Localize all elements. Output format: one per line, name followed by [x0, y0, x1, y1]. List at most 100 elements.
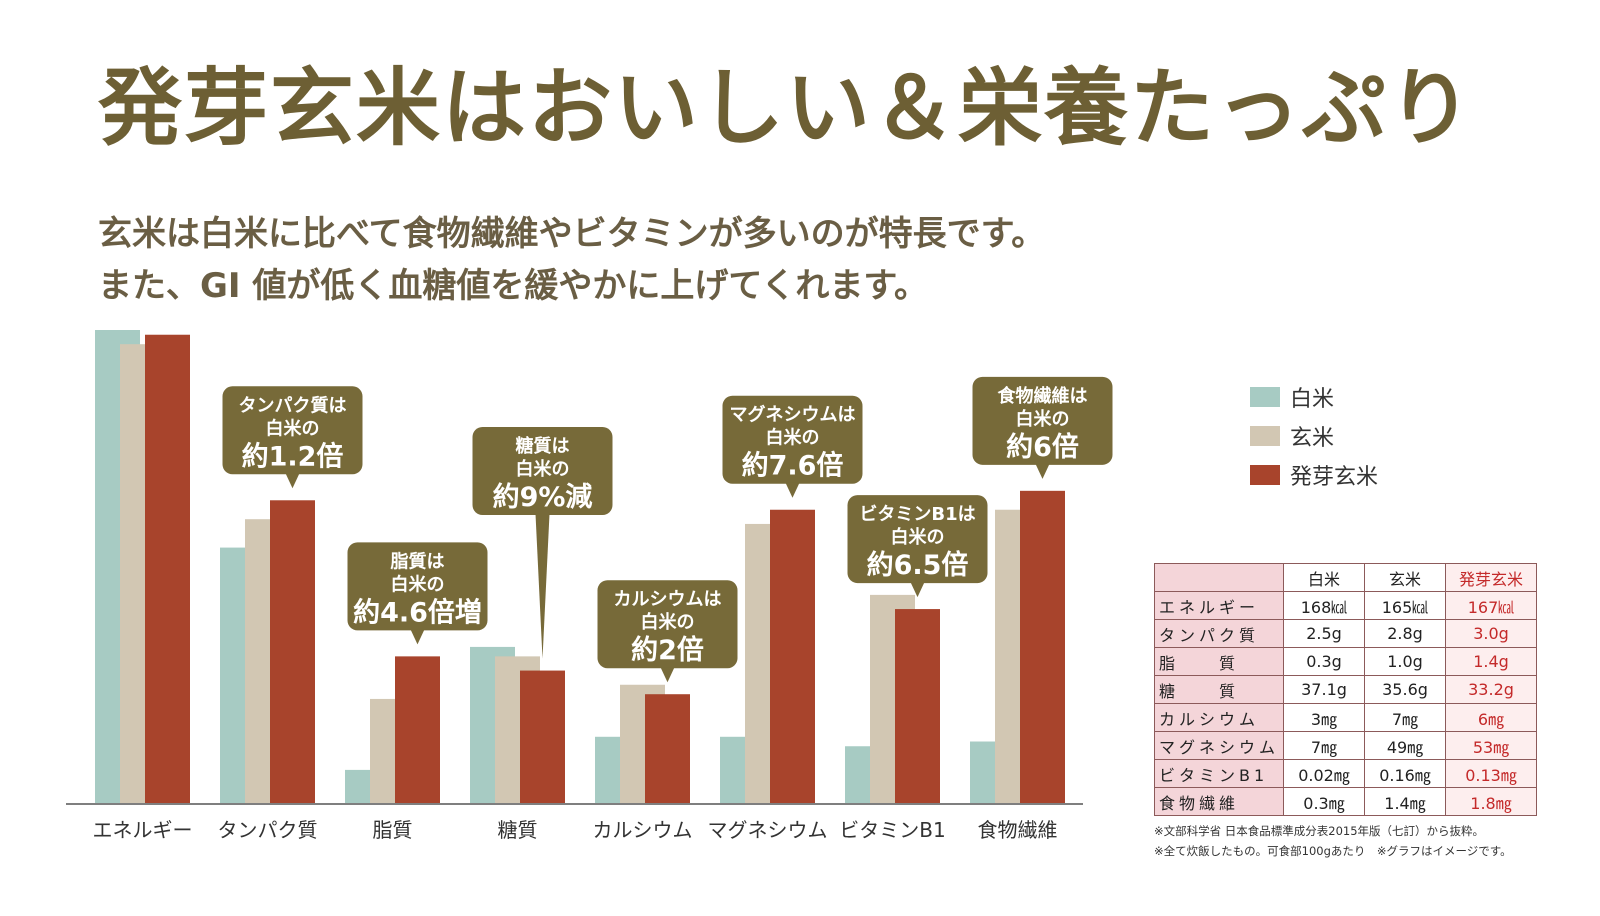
table-cell: 37.1g — [1283, 675, 1366, 704]
table-cell: 7㎎ — [1283, 731, 1366, 760]
table-row-header: 脂 質 — [1153, 647, 1285, 676]
callout-pointer — [910, 582, 925, 598]
callout-label: マグネシウムは — [730, 404, 856, 426]
callout-pointer — [1035, 463, 1050, 479]
source-note: ※文部科学省 日本食品標準成分表2015年版（七訂）から抜粋。 — [1154, 824, 1485, 838]
legend: 白米 玄米 発芽玄米 — [1250, 377, 1378, 494]
callout-label: 白米の — [891, 526, 945, 548]
callout-label: 糖質は — [516, 435, 570, 457]
callout-label: 脂質は — [391, 550, 445, 572]
bar-germinated — [520, 670, 565, 803]
legend-swatch — [1250, 425, 1280, 446]
x-tick-label: 糖質 — [498, 818, 538, 842]
page-title: 発芽玄米はおいしい＆栄養たっぷり — [98, 59, 1475, 157]
callout-value: 約1.2倍 — [242, 440, 344, 472]
table-row: 脂 質 0.3g 1.0g 1.4g — [1153, 647, 1538, 676]
legend-label: 白米 — [1290, 386, 1335, 412]
callout-box — [597, 580, 738, 669]
table-row-header: タンパク質 — [1153, 619, 1285, 648]
x-tick-label: 食物繊維 — [978, 818, 1058, 842]
table-cell: 2.8g — [1364, 619, 1447, 648]
table-cell: 165㎉ — [1364, 591, 1447, 620]
callout-pointer — [410, 629, 425, 645]
callout-box — [347, 542, 488, 631]
callout-box — [972, 376, 1113, 465]
callout-label: カルシウムは — [614, 589, 722, 610]
callout-value: 約7.6倍 — [742, 450, 844, 482]
legend-item-germinated: 発芽玄米 — [1250, 455, 1378, 494]
table-cell: 0.16㎎ — [1364, 759, 1447, 788]
table-row: タンパク質 2.5g 2.8g 3.0g — [1153, 619, 1538, 648]
bar-germinated — [770, 509, 815, 803]
table-cell: 168㎉ — [1283, 591, 1366, 620]
callout-value: 約6倍 — [1006, 431, 1079, 463]
table-cell: 0.3㎎ — [1283, 787, 1366, 816]
table-row: マグネシウム 7㎎ 49㎎ 53㎎ — [1153, 731, 1538, 760]
table-cell: 49㎎ — [1364, 731, 1447, 760]
bar-germinated — [645, 694, 690, 803]
table-header-cell: 玄米 — [1364, 563, 1447, 592]
table-cell: 6㎎ — [1445, 703, 1538, 732]
callout-value: 約2倍 — [631, 634, 704, 666]
legend-item-brown-rice: 玄米 — [1250, 416, 1378, 455]
table-header-cell: 発芽玄米 — [1445, 563, 1538, 592]
callout-label: 白米の — [516, 458, 570, 480]
bar-germinated — [895, 609, 940, 803]
footnote: ※全て炊飯したもの。可食部100gあたり ※グラフはイメージです。 — [1154, 844, 1512, 858]
table-row-header: カルシウム — [1153, 703, 1285, 732]
callout-label: ビタミンB1は — [859, 504, 975, 525]
callout-label: 白米の — [1016, 408, 1070, 430]
callout-box — [722, 395, 863, 484]
table-cell: 7㎎ — [1364, 703, 1447, 732]
table-row: エネルギー 168㎉ 165㎉ 167㎉ — [1153, 591, 1538, 620]
callout-label: 白米の — [641, 611, 695, 633]
x-tick-label: ビタミンB1 — [839, 818, 945, 842]
table-row-header: エネルギー — [1153, 591, 1285, 620]
callout-value: 約4.6倍増 — [353, 596, 482, 628]
callout-label: タンパク質は — [239, 394, 347, 416]
bar-germinated — [1020, 490, 1065, 803]
table-cell: 35.6g — [1364, 675, 1447, 704]
callout-label: 白米の — [266, 417, 320, 439]
table-cell: 0.13㎎ — [1445, 759, 1538, 788]
table-header-cell — [1153, 563, 1285, 592]
table-cell: 0.3g — [1283, 647, 1366, 676]
table-row-header: 食物繊維 — [1153, 787, 1285, 816]
callout-box — [847, 495, 988, 584]
table-header-cell: 白米 — [1283, 563, 1366, 592]
callout-value: 約9%減 — [493, 481, 593, 513]
table-row: カルシウム 3㎎ 7㎎ 6㎎ — [1153, 703, 1538, 732]
callout-pointer — [785, 482, 800, 498]
nutrition-table: 白米 玄米 発芽玄米 エネルギー 168㎉ 165㎉ 167㎉ タンパク質 2.5g 2.8… — [1153, 563, 1538, 816]
callout-box — [222, 386, 363, 475]
bar-germinated — [395, 656, 440, 803]
table-cell: 53㎎ — [1445, 731, 1538, 760]
callout-pointer — [535, 514, 550, 659]
callout-label: 食物繊維は — [997, 385, 1088, 407]
bar-chart: エネルギー タンパク質 脂質 糖質 カルシウム マグネシウム ビタミンB1 食物繊維 タンパク質… — [66, 330, 1113, 842]
legend-swatch — [1250, 386, 1280, 407]
table-row: 糖 質 37.1g 35.6g 33.2g — [1153, 675, 1538, 704]
legend-label: 玄米 — [1290, 425, 1335, 451]
callout-pointer — [285, 473, 300, 489]
callout-label: 白米の — [391, 573, 445, 595]
table-cell: 167㎉ — [1445, 591, 1538, 620]
bar-germinated — [145, 334, 190, 803]
table-row: ビタミンB1 0.02㎎ 0.16㎎ 0.13㎎ — [1153, 759, 1538, 788]
x-tick-label: タンパク質 — [218, 818, 318, 842]
table-cell: 1.4㎎ — [1364, 787, 1447, 816]
callout-value: 約6.5倍 — [867, 549, 969, 581]
legend-label: 発芽玄米 — [1290, 464, 1379, 490]
x-tick-label: 脂質 — [373, 818, 413, 842]
legend-swatch — [1250, 464, 1280, 485]
table-cell: 1.8㎎ — [1445, 787, 1538, 816]
table-cell: 2.5g — [1283, 619, 1366, 648]
callout-pointer — [660, 667, 675, 683]
table-row-header: 糖 質 — [1153, 675, 1285, 704]
